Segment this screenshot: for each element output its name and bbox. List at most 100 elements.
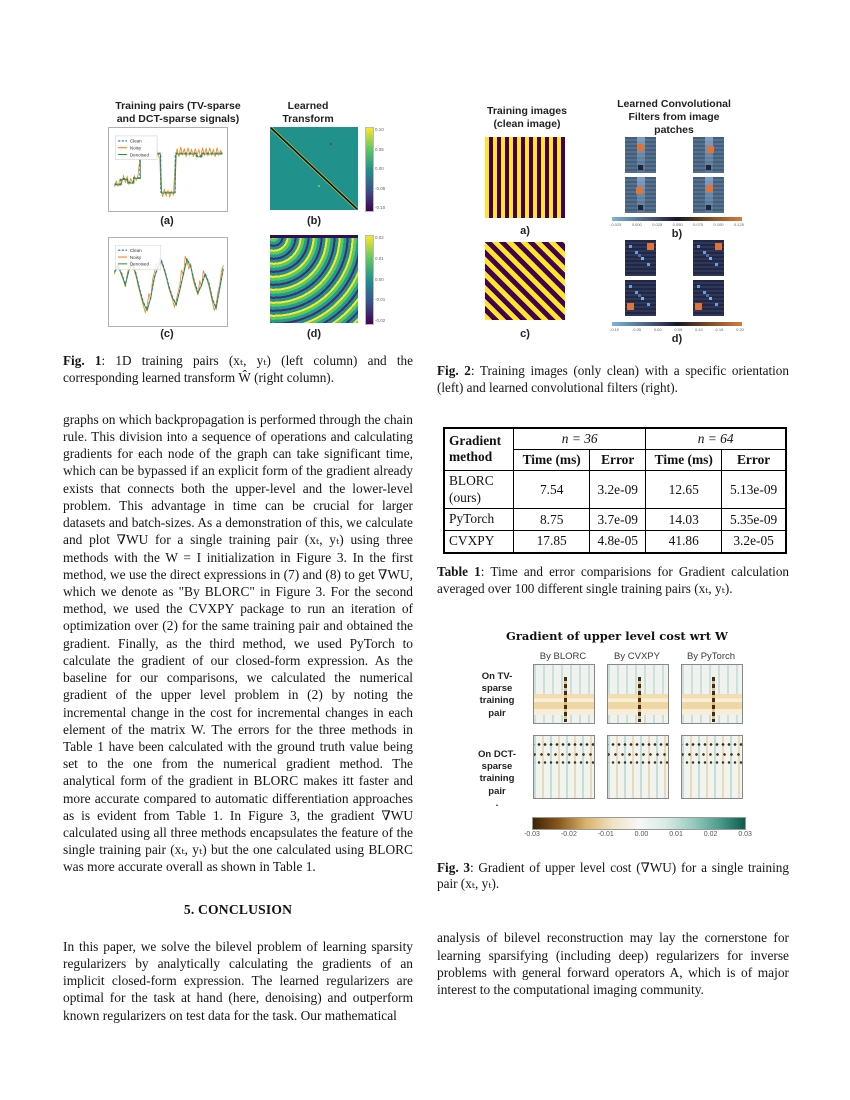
tv-signal-plot: Clean Noisy Denoised (114, 135, 223, 199)
legend-noisy-label: Noisy (130, 146, 142, 151)
filter-peak (707, 146, 714, 153)
table1-caption-label: Table 1 (437, 563, 481, 579)
fig2-label-a: a) (520, 225, 530, 237)
table-row: BLORC (ours) 7.54 3.2e-09 12.65 5.13e-09 (443, 469, 787, 510)
table-cell: 5.35e-09 (721, 508, 787, 532)
filter-dark-spot (638, 205, 643, 210)
left-column: Training pairs (TV-sparse and DCT-sparse… (63, 95, 413, 1024)
fig1-title-left: Training pairs (TV-sparse and DCT-sparse… (115, 100, 241, 126)
table1-caption-text: : Time and error comparisions for Gradie… (437, 563, 790, 596)
filter-diagonal-dots (697, 245, 700, 248)
tick: 0.02 (703, 830, 718, 838)
legend-clean-label: Clean (130, 248, 142, 253)
fig3-title: Gradient of upper level cost wrt W (506, 628, 728, 643)
table-cell: 14.03 (645, 508, 723, 532)
table-cell: 17.85 (513, 530, 591, 554)
table-row: CVXPY 17.85 4.8e-05 41.86 3.2e-05 (443, 530, 787, 554)
tick: 0.01 (669, 830, 683, 838)
fig2-colorbar-d-ticks: -0.10 -0.05 0.00 0.05 0.10 0.15 0.20 (610, 327, 744, 332)
tick: 0.20 (736, 327, 744, 332)
table-1: Gradient method n = 36 n = 64 Time (ms) … (443, 426, 787, 554)
fig1-matrix-b (269, 126, 359, 211)
tick: 0.000 (631, 222, 642, 227)
fig3-heatmap-dct-pytorch (681, 734, 743, 799)
fig1-colorbar-d-ticks: 0.02 0.01 0.00 -0.01 -0.02 (375, 235, 401, 323)
tick: 0.00 (375, 276, 384, 282)
fig3-col-label-blorc: By BLORC (539, 650, 587, 662)
legend-denoised-label: Denoised (130, 152, 150, 157)
table-subheader: Time (ms) (645, 448, 723, 471)
fig2-colorbar-b-ticks: -0.025 0.000 0.025 0.050 0.075 0.100 0.1… (610, 222, 744, 227)
table-method: BLORC (ours) (443, 469, 515, 510)
filter-peak (627, 303, 634, 310)
tick: 0.05 (674, 327, 683, 332)
fig3-heatmap-tv-blorc (533, 663, 595, 724)
conclusion-paragraph-right: analysis of bilevel reconstruction may l… (437, 930, 789, 997)
tick: 0.03 (738, 830, 752, 838)
fig2-title-left: Training images (clean image) (487, 105, 567, 131)
fig1-caption-text: : 1D training pairs (xₜ, yₜ) (left colum… (63, 353, 413, 385)
fig2-caption: Fig. 2: Training images (only clean) wit… (437, 363, 789, 397)
table-group-n64: n = 64 (645, 427, 787, 450)
fig3-heatmap-tv-pytorch (681, 663, 743, 724)
tick: 0.100 (713, 222, 724, 227)
fig2-filter-patch (625, 177, 656, 213)
figure-2: Training images (clean image) Learned Co… (437, 95, 789, 353)
fig1-matrix-d (270, 235, 358, 323)
fig2-caption-text: : Training images (only clean) with a sp… (437, 363, 789, 395)
fig2-title-right: Learned Convolutional Filters from image… (617, 98, 731, 137)
fig2-colorbar-b (612, 217, 742, 221)
table-method: CVXPY (443, 530, 515, 554)
fig1-caption-label: Fig. 1 (63, 353, 102, 368)
filter-dark-spot (638, 165, 643, 170)
table-cell: 3.2e-05 (721, 530, 787, 554)
tick: 0.00 (653, 327, 662, 332)
fig2-colorbar-d (612, 322, 742, 326)
table-row: PyTorch 8.75 3.7e-09 14.03 5.35e-09 (443, 508, 787, 532)
tick: -0.025 (610, 222, 622, 227)
fig3-colorbar (532, 816, 746, 830)
filter-diagonal-dots (629, 285, 632, 288)
fig3-heatmap-tv-cvxpy (607, 663, 669, 724)
fig2-training-image-c (485, 242, 565, 320)
filter-peak (647, 243, 654, 250)
tick: 0.01 (375, 255, 384, 261)
fig3-colorbar-ticks: -0.03 -0.02 -0.01 0.00 0.01 0.02 0.03 (524, 831, 752, 838)
conclusion-paragraph-left: In this paper, we solve the bilevel prob… (63, 938, 413, 1023)
tick: -0.05 (631, 327, 642, 332)
table-cell: 3.2e-09 (589, 469, 647, 510)
fig1-caption: Fig. 1: 1D training pairs (xₜ, yₜ) (left… (63, 353, 413, 387)
tick: 0.050 (672, 222, 683, 227)
fig2-filter-patch (693, 240, 724, 276)
table-cell: 12.65 (645, 469, 723, 510)
tick: -0.05 (375, 185, 386, 191)
tick: 0.02 (375, 235, 384, 240)
table-group-n36: n = 36 (513, 427, 647, 450)
fig2-caption-label: Fig. 2 (437, 363, 471, 378)
filter-peak (715, 243, 722, 250)
tick: -0.10 (375, 205, 386, 210)
filter-peak (637, 144, 644, 151)
body-paragraph-left: graphs on which backpropagation is perfo… (63, 411, 413, 875)
table1-caption: Table 1: Time and error comparisions for… (437, 564, 789, 598)
tick: 0.00 (634, 830, 649, 838)
table-corner-header: Gradient method (443, 427, 515, 471)
tick: 0.15 (715, 327, 724, 332)
filter-peak (706, 185, 713, 192)
fig1-plot-c: Clean Noisy Denoised (108, 237, 228, 327)
fig1-label-c: (c) (160, 328, 174, 340)
fig1-title-right: Learned Transform (282, 100, 334, 126)
fig3-row-label-dct: On DCT- sparse training pair . (478, 748, 516, 809)
fig3-col-label-cvxpy: By CVXPY (614, 650, 660, 662)
legend-noisy-label: Noisy (130, 255, 142, 260)
fig3-col-label-pytorch: By PyTorch (686, 650, 736, 662)
table-cell: 41.86 (645, 530, 723, 554)
transform-matrix-image (269, 126, 359, 211)
table-subheader: Error (589, 448, 647, 471)
right-column: Training images (clean image) Learned Co… (437, 95, 789, 998)
tick: 0.025 (652, 222, 663, 227)
tick: -0.03 (524, 830, 540, 838)
tick: -0.10 (610, 327, 620, 332)
fig2-filter-patch (693, 280, 724, 316)
fig2-filter-patch (693, 137, 724, 173)
